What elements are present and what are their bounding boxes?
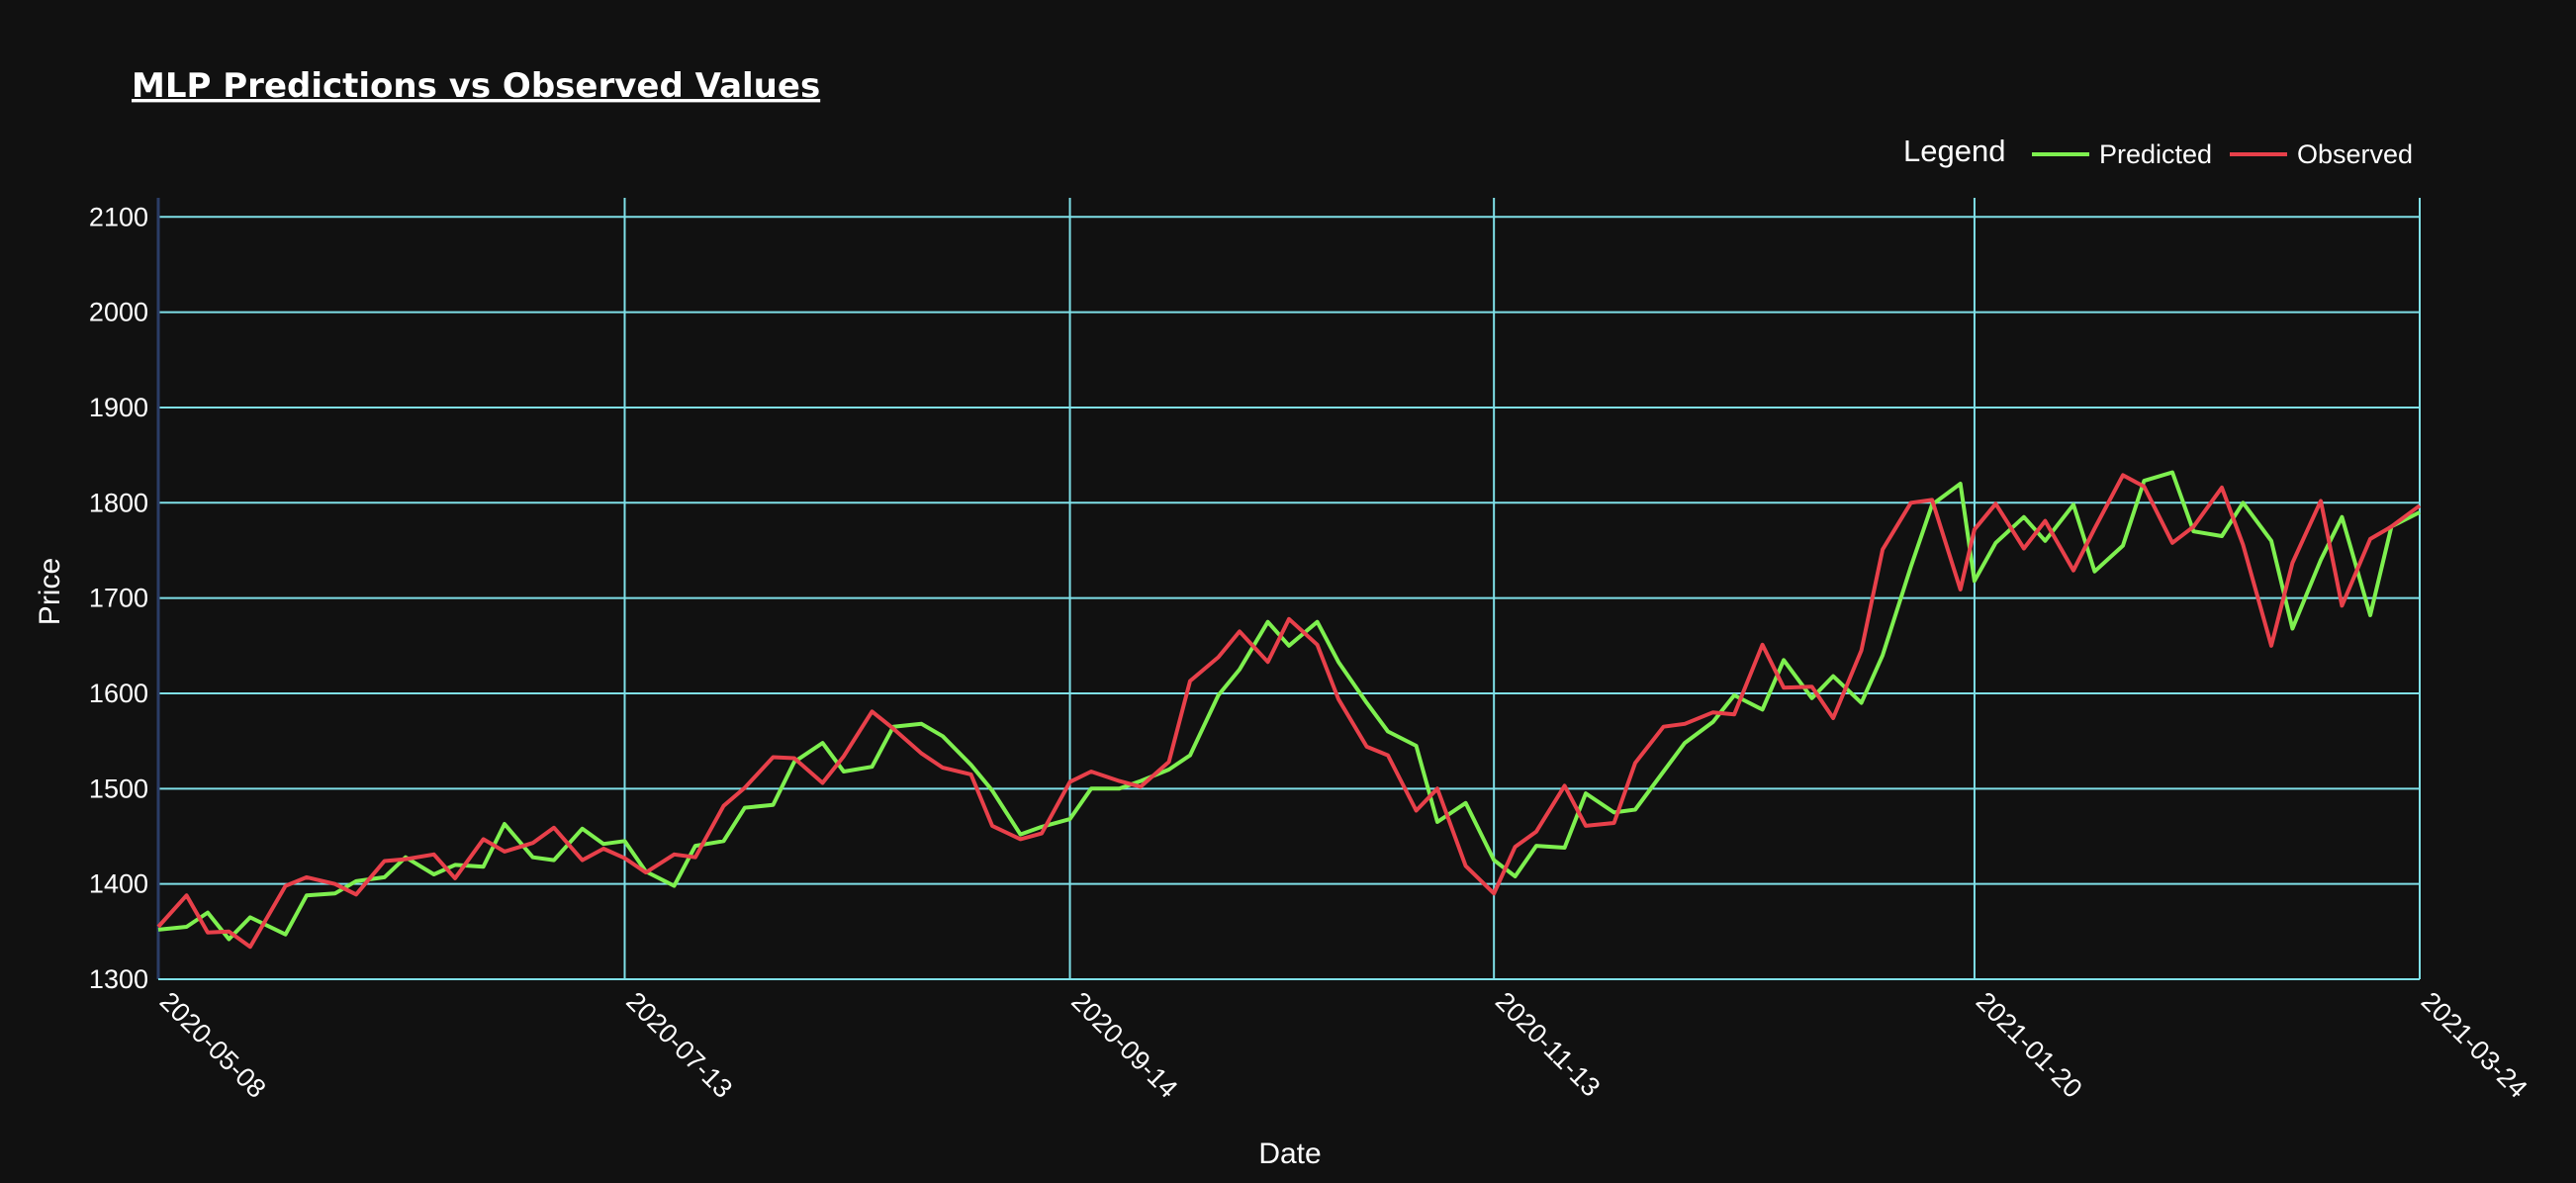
x-axis-title: Date (1258, 1138, 1321, 1170)
y-tick-label: 1700 (89, 584, 148, 613)
y-tick-label: 1400 (89, 869, 148, 899)
y-tick-label: 1600 (89, 679, 148, 708)
x-tick-label: 2020-07-13 (620, 986, 738, 1104)
y-tick-label: 1300 (89, 964, 148, 994)
y-tick-label: 1800 (89, 488, 148, 517)
grid (158, 198, 2421, 979)
y-axis-title: Price (34, 558, 66, 625)
series-line-observed (156, 473, 2422, 950)
x-tick-labels: 2020-05-08 2020-07-13 2020-09-14 2020-11-13… (154, 986, 2533, 1104)
legend-item-observed[interactable]: Observed (2297, 139, 2413, 169)
x-tick-label: 2020-09-14 (1065, 986, 1183, 1104)
axis-lines (156, 198, 2420, 980)
x-tick-label: 2021-01-20 (1971, 986, 2088, 1104)
y-tick-label: 2000 (89, 298, 148, 327)
chart-title: MLP Predictions vs Observed Values (132, 66, 820, 106)
y-tick-label: 2100 (89, 202, 148, 231)
series-line-predicted (157, 470, 2421, 942)
legend-item-predicted[interactable]: Predicted (2099, 139, 2212, 169)
y-tick-label: 1500 (89, 774, 148, 803)
x-tick-label: 2021-03-24 (2416, 986, 2533, 1104)
x-tick-label: 2020-11-13 (1490, 986, 1606, 1102)
series-lines (156, 470, 2422, 950)
x-tick-label: 2020-05-08 (154, 986, 272, 1104)
y-tick-label: 1900 (89, 393, 148, 422)
legend-title: Legend (1903, 134, 2005, 168)
y-tick-labels: 1300 1400 1500 1600 1700 1800 1900 2000 2100 (89, 202, 148, 994)
legend[interactable]: Legend Predicted Observed (1903, 134, 2413, 169)
